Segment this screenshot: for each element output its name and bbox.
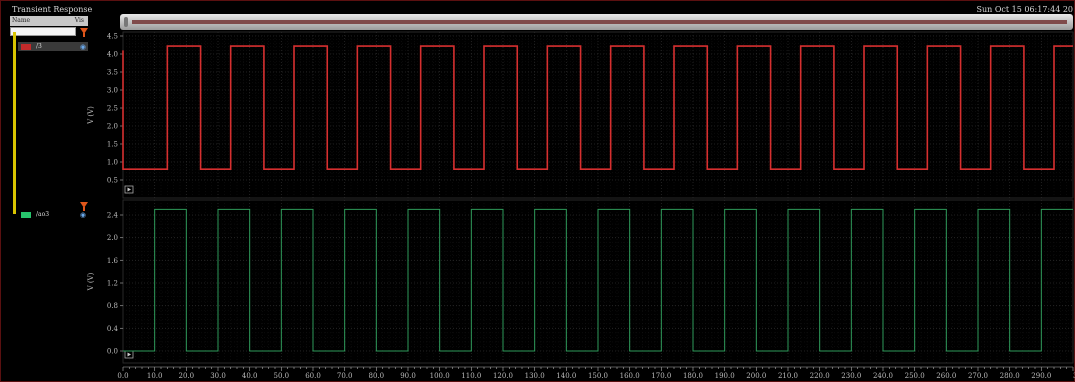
y-axis-label: V (V) bbox=[87, 272, 95, 291]
y-tick-label: 4.0 bbox=[107, 51, 118, 59]
y-tick-label: 0.4 bbox=[107, 325, 119, 333]
signal-color-swatch bbox=[21, 212, 31, 218]
x-tick-label: 210.0 bbox=[778, 372, 798, 380]
y-tick-label: 1.5 bbox=[107, 141, 118, 149]
x-tick-label: 110.0 bbox=[461, 372, 481, 380]
datetime-label: Sun Oct 15 06:17:44 20 bbox=[976, 5, 1074, 14]
y-tick-label: 3.0 bbox=[107, 87, 118, 95]
signal-browser: Name Vis /3 ◉ /ao3 ◉ bbox=[10, 16, 90, 382]
x-tick-label: 220.0 bbox=[810, 372, 830, 380]
x-tick-label: 20.0 bbox=[179, 372, 195, 380]
x-tick-label: 180.0 bbox=[683, 372, 703, 380]
x-tick-label: 150.0 bbox=[588, 372, 608, 380]
y-tick-label: 2.4 bbox=[107, 212, 119, 220]
y-axis-label: V (V) bbox=[87, 106, 95, 125]
signal-row-1[interactable]: /3 ◉ bbox=[18, 42, 88, 51]
y-tick-label: 0.5 bbox=[107, 177, 118, 185]
x-tick-label: 200.0 bbox=[746, 372, 766, 380]
waveform-panel-1: 4.5 4.0 3.5 3.0 2.5 2.0 1.5 1.0 0.5 V (V) bbox=[87, 31, 1074, 199]
x-tick-label: 60.0 bbox=[305, 372, 321, 380]
signal-name: /3 bbox=[36, 43, 42, 50]
x-tick-label: 140.0 bbox=[556, 372, 576, 380]
marker-arrow-icon bbox=[127, 187, 131, 192]
filter-icon-2[interactable] bbox=[80, 202, 88, 211]
y-tick-label: 4.5 bbox=[107, 33, 118, 41]
x-tick-label: 230.0 bbox=[841, 372, 861, 380]
x-tick-label: 190.0 bbox=[715, 372, 735, 380]
y-tick-label: 2.0 bbox=[107, 123, 118, 131]
y-tick-label: 0.0 bbox=[107, 348, 118, 356]
x-tick-label: 100.0 bbox=[430, 372, 450, 380]
scroll-track[interactable] bbox=[132, 20, 1067, 24]
x-tick-label: 30.0 bbox=[210, 372, 226, 380]
y-tick-label: 1.0 bbox=[107, 159, 118, 167]
time-scrollbar[interactable] bbox=[120, 14, 1073, 30]
y-tick-label: 1.2 bbox=[107, 280, 118, 288]
window-title: Transient Response bbox=[12, 5, 93, 14]
x-tick-label: 250.0 bbox=[905, 372, 925, 380]
y-tick-label: 0.8 bbox=[107, 302, 118, 310]
signal-name: /ao3 bbox=[36, 211, 50, 218]
x-tick-label: 170.0 bbox=[651, 372, 671, 380]
y-tick-label: 1.6 bbox=[107, 257, 119, 265]
marker-arrow-icon bbox=[127, 352, 131, 357]
x-tick-label: 40.0 bbox=[242, 372, 258, 380]
x-tick-label: 290.0 bbox=[1031, 372, 1051, 380]
x-tick-label: 120.0 bbox=[493, 372, 513, 380]
x-tick-label: 10.0 bbox=[147, 372, 163, 380]
waveform-trace bbox=[122, 45, 1073, 170]
filter-icon[interactable] bbox=[80, 28, 88, 37]
y-tick-label: 3.5 bbox=[107, 69, 118, 77]
scroll-handle-left[interactable] bbox=[124, 17, 128, 27]
x-tick-label: 0.0 bbox=[117, 372, 128, 380]
x-tick-label: 90.0 bbox=[400, 372, 416, 380]
x-tick-label: 240.0 bbox=[873, 372, 893, 380]
panel-grid bbox=[122, 32, 1074, 198]
browser-header: Name Vis bbox=[10, 16, 88, 26]
y-tick-label: 2.0 bbox=[107, 234, 118, 242]
waveform-trace bbox=[123, 208, 1073, 352]
x-tick-label: 130.0 bbox=[525, 372, 545, 380]
time-axis: 0.0 10.0 20.0 30.0 40.0 50.0 60.0 70.0 80.0 90.0 1… bbox=[117, 366, 1075, 380]
x-tick-label: 50.0 bbox=[274, 372, 290, 380]
x-tick-label: 70.0 bbox=[337, 372, 353, 380]
column-name-header[interactable]: Name bbox=[12, 17, 31, 24]
selection-indicator bbox=[13, 32, 16, 214]
x-tick-label: 280.0 bbox=[1000, 372, 1020, 380]
visibility-eye-icon[interactable]: ◉ bbox=[79, 211, 86, 219]
filter-input[interactable] bbox=[10, 27, 76, 36]
x-tick-label: 270.0 bbox=[968, 372, 988, 380]
x-tick-label: 160.0 bbox=[620, 372, 640, 380]
x-tick-label: 260.0 bbox=[936, 372, 956, 380]
column-vis-header[interactable]: Vis bbox=[74, 17, 84, 24]
signal-color-swatch bbox=[21, 44, 31, 50]
visibility-eye-icon[interactable]: ◉ bbox=[79, 43, 86, 51]
waveform-panel-2: 2.4 2.0 1.6 1.2 0.8 0.4 0.0 V (V) bbox=[87, 199, 1074, 364]
signal-row-2[interactable]: /ao3 ◉ bbox=[18, 210, 88, 219]
x-tick-label: 30 bbox=[1073, 372, 1075, 380]
x-tick-label: 80.0 bbox=[369, 372, 385, 380]
y-tick-label: 2.5 bbox=[107, 105, 118, 113]
